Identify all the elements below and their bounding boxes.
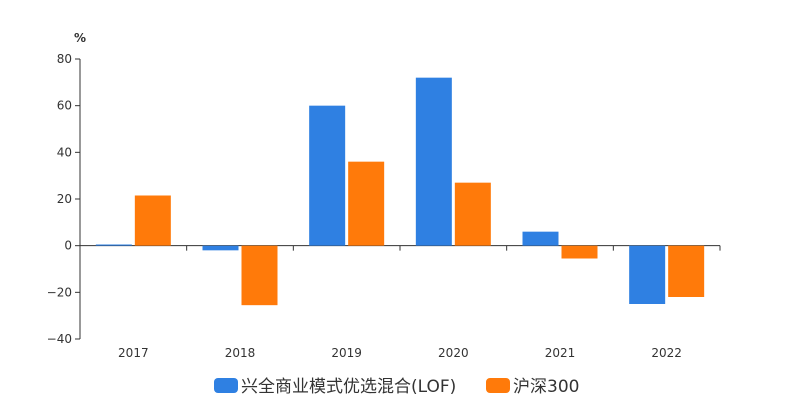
bar-fund-2020[interactable] [415, 77, 452, 246]
legend-swatch-index[interactable] [486, 378, 510, 393]
bar-index-2018[interactable] [241, 245, 278, 306]
bar-index-2017[interactable] [134, 195, 171, 246]
legend: 兴全商业模式优选混合(LOF) 沪深300 [214, 377, 579, 397]
bar-fund-2021[interactable] [522, 231, 559, 246]
legend-label-fund[interactable]: 兴全商业模式优选混合(LOF) [241, 377, 456, 397]
y-axis-unit-label: % [74, 31, 86, 45]
x-tick-label: 2022 [651, 346, 682, 360]
bar-fund-2018[interactable] [202, 245, 239, 251]
y-tick-label: 60 [57, 99, 72, 113]
legend-label-index[interactable]: 沪深300 [513, 377, 579, 397]
y-axis: 80 60 40 20 0 −20 −40 [47, 52, 81, 346]
x-tick-label: 2018 [225, 346, 256, 360]
bar-fund-2019[interactable] [309, 105, 346, 246]
y-tick-label: 40 [57, 145, 72, 159]
x-tick-label: 2019 [331, 346, 362, 360]
bar-fund-2017[interactable] [95, 244, 132, 246]
bar-index-2021[interactable] [561, 245, 598, 259]
y-tick-label: 80 [57, 52, 72, 66]
legend-swatch-fund[interactable] [214, 378, 238, 393]
x-tick-label: 2020 [438, 346, 469, 360]
y-tick-label: 20 [57, 192, 72, 206]
bar-index-2022[interactable] [668, 245, 705, 297]
x-tick-label: 2017 [118, 346, 149, 360]
y-tick-label: −40 [47, 332, 72, 346]
y-tick-label: −20 [47, 285, 72, 299]
bar-fund-2022[interactable] [629, 245, 666, 304]
y-tick-label: 0 [64, 239, 72, 253]
x-tick-label: 2021 [545, 346, 576, 360]
bars [95, 77, 705, 306]
x-axis: 2017 2018 2019 2020 2021 2022 [79, 245, 721, 360]
bar-index-2019[interactable] [348, 161, 385, 246]
bar-index-2020[interactable] [454, 182, 491, 246]
